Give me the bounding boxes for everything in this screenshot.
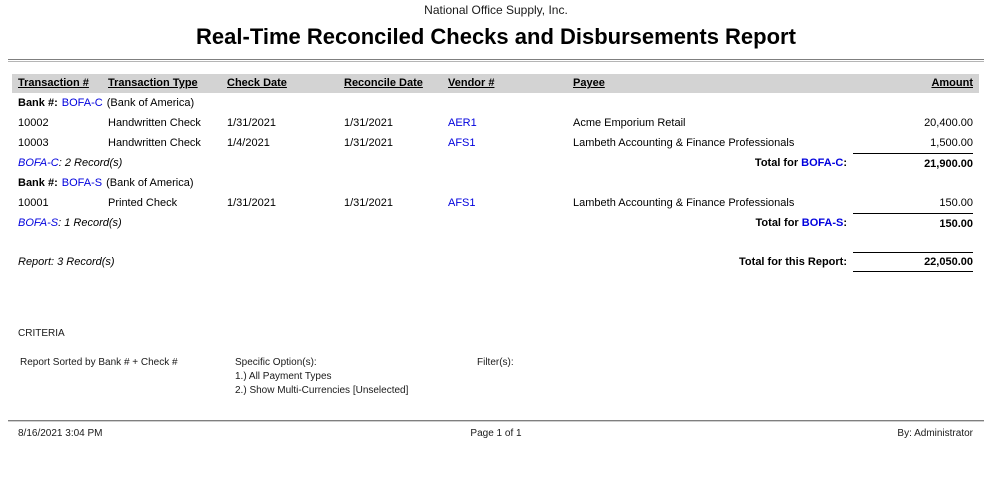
report-title: Real-Time Reconciled Checks and Disburse… — [196, 24, 796, 49]
criteria-heading: CRITERIA — [18, 328, 65, 339]
bank-name: (Bank of America) — [106, 97, 195, 109]
cell-transaction: 10003 — [18, 137, 49, 149]
cell-type: Handwritten Check — [108, 137, 201, 149]
total-for-text: Total for — [755, 217, 802, 229]
company-name: National Office Supply, Inc. — [424, 3, 568, 17]
colon-text: : — [843, 157, 847, 169]
footer-page-number: Page 1 of 1 — [470, 428, 522, 439]
col-header-transaction: Transaction # — [18, 77, 89, 89]
table-row: 10001 Printed Check 1/31/2021 1/31/2021 … — [0, 193, 992, 213]
specific-options-label: Specific Option(s): — [235, 357, 317, 368]
col-header-type: Transaction Type — [108, 77, 198, 89]
option-item: 1.) All Payment Types — [235, 371, 332, 382]
record-count-text: : 2 Record(s) — [58, 157, 123, 169]
cell-payee: Lambeth Accounting & Finance Professiona… — [573, 137, 795, 149]
cell-payee: Acme Emporium Retail — [573, 117, 686, 129]
criteria-filters-label: Filter(s): — [477, 357, 514, 368]
group-total-amount: 21,900.00 — [853, 153, 973, 173]
bank-code-link[interactable]: BOFA-S — [61, 177, 103, 189]
report-total-row: Report: 3 Record(s) Total for this Repor… — [0, 252, 992, 272]
col-header-vendor: Vendor # — [448, 77, 495, 89]
bank-number-label: Bank #: — [18, 177, 58, 189]
total-for-text: Total for — [754, 157, 802, 169]
col-header-payee: Payee — [573, 77, 605, 89]
bank-group-header: Bank #: BOFA-C (Bank of America) — [0, 93, 992, 113]
cell-vendor-link[interactable]: AFS1 — [448, 197, 476, 209]
report-total-label: Total for this Report: — [739, 256, 847, 268]
cell-vendor-link[interactable]: AFS1 — [448, 137, 476, 149]
footer: 8/16/2021 3:04 PM Page 1 of 1 By: Admini… — [0, 427, 992, 441]
table-row: 10002 Handwritten Check 1/31/2021 1/31/2… — [0, 113, 992, 133]
bank-code-link[interactable]: BOFA-C — [801, 157, 844, 169]
table-body: Bank #: BOFA-C (Bank of America) 10002 Han… — [0, 93, 992, 272]
cell-vendor-link[interactable]: AER1 — [448, 117, 477, 129]
footer-divider — [8, 420, 984, 422]
group-total-amount: 150.00 — [853, 213, 973, 233]
header-divider — [8, 59, 984, 62]
footer-datetime: 8/16/2021 3:04 PM — [18, 428, 103, 439]
record-count-text: : 1 Record(s) — [58, 217, 122, 229]
option-item: 2.) Show Multi-Currencies [Unselected] — [235, 385, 409, 396]
bank-code-link[interactable]: BOFA-C — [18, 157, 59, 169]
cell-type: Printed Check — [108, 197, 178, 209]
cell-check-date: 1/4/2021 — [227, 137, 270, 149]
bank-code-link[interactable]: BOFA-C — [61, 97, 103, 109]
spacer — [115, 252, 739, 272]
cell-payee: Lambeth Accounting & Finance Professiona… — [573, 197, 795, 209]
col-header-amount: Amount — [931, 77, 973, 89]
column-header-row: Transaction # Transaction Type Check Dat… — [0, 74, 992, 93]
cell-check-date: 1/31/2021 — [227, 197, 276, 209]
column-header-bar — [12, 74, 979, 93]
cell-amount: 1,500.00 — [930, 137, 973, 149]
spacer — [122, 213, 756, 233]
bank-name: (Bank of America) — [106, 177, 194, 189]
cell-reconcile-date: 1/31/2021 — [344, 197, 393, 209]
group-total-label: Total for BOFA-C: — [755, 153, 847, 173]
cell-reconcile-date: 1/31/2021 — [344, 117, 393, 129]
bank-group-total-row: BOFA-S: 1 Record(s) Total for BOFA-S: 15… — [0, 213, 992, 233]
spacer — [122, 153, 755, 173]
colon-text: : — [843, 217, 847, 229]
criteria-sorted-by: Report Sorted by Bank # + Check # — [20, 357, 178, 368]
group-total-label: Total for BOFA-S: — [756, 213, 847, 233]
cell-transaction: 10002 — [18, 117, 49, 129]
report-total-amount: 22,050.00 — [853, 252, 973, 272]
bank-group-total-row: BOFA-C: 2 Record(s) Total for BOFA-C: 21… — [0, 153, 992, 173]
col-header-check-date: Check Date — [227, 77, 287, 89]
criteria-options-block: Specific Option(s): 1.) All Payment Type… — [235, 356, 408, 398]
cell-check-date: 1/31/2021 — [227, 117, 276, 129]
cell-amount: 150.00 — [939, 197, 973, 209]
group-record-count: BOFA-C: 2 Record(s) — [18, 153, 122, 173]
cell-reconcile-date: 1/31/2021 — [344, 137, 393, 149]
bank-number-label: Bank #: — [18, 97, 58, 109]
col-header-reconcile-date: Reconcile Date — [344, 77, 423, 89]
bank-code-link[interactable]: BOFA-S — [18, 217, 59, 229]
cell-transaction: 10001 — [18, 197, 49, 209]
report-record-count: Report: 3 Record(s) — [18, 256, 115, 268]
table-row: 10003 Handwritten Check 1/4/2021 1/31/20… — [0, 133, 992, 153]
bank-code-link[interactable]: BOFA-S — [801, 217, 844, 229]
footer-user: By: Administrator — [897, 428, 973, 439]
bank-group-header: Bank #: BOFA-S (Bank of America) — [0, 173, 992, 193]
group-record-count: BOFA-S: 1 Record(s) — [18, 213, 122, 233]
cell-amount: 20,400.00 — [924, 117, 973, 129]
cell-type: Handwritten Check — [108, 117, 201, 129]
